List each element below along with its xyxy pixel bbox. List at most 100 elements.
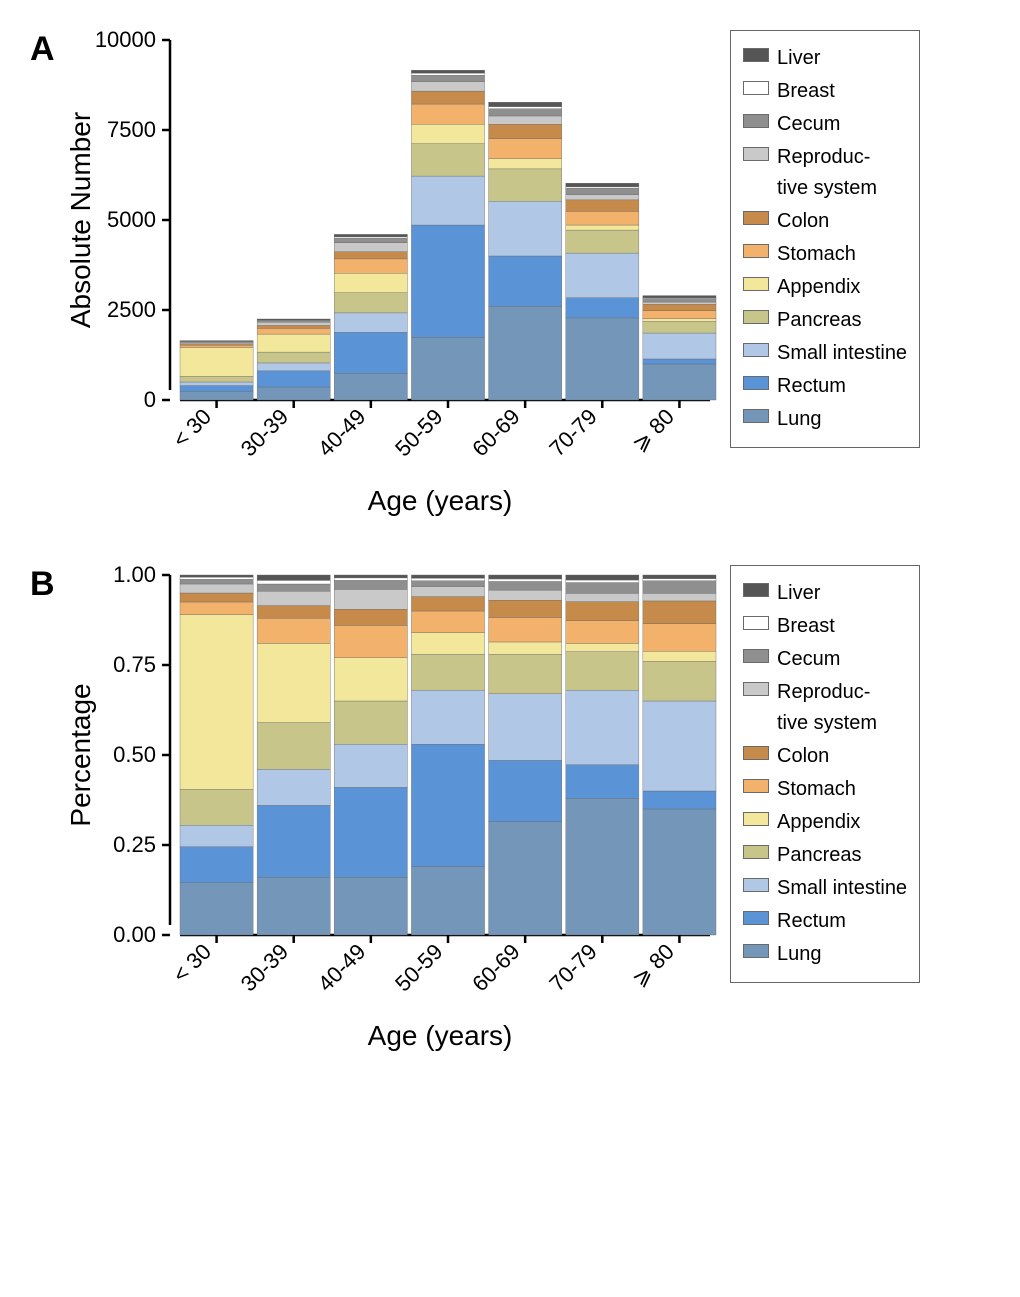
svg-text:Absolute Number: Absolute Number (65, 112, 96, 328)
svg-text:10000: 10000 (95, 27, 156, 52)
legend-item: Reproduc- tive system (743, 677, 907, 739)
legend-item: Rectum (743, 906, 907, 937)
legend-item: Breast (743, 76, 907, 107)
legend-label: Stomach (777, 774, 856, 805)
legend-swatch (743, 616, 769, 630)
legend-label: Pancreas (777, 305, 862, 336)
legend-swatch (743, 779, 769, 793)
legend-item: Reproduc- tive system (743, 142, 907, 204)
svg-text:0.25: 0.25 (113, 832, 156, 857)
svg-text:50-59: 50-59 (390, 404, 447, 461)
svg-text:1.00: 1.00 (113, 562, 156, 587)
chart-a: 025005000750010000Absolute Number< 3030-… (60, 20, 720, 540)
svg-text:60-69: 60-69 (467, 939, 524, 996)
legend-item: Liver (743, 43, 907, 74)
legend-label: Pancreas (777, 840, 862, 871)
legend-label: Appendix (777, 272, 860, 303)
legend-item: Appendix (743, 807, 907, 838)
panel-b-row: B 0.000.250.500.751.00Percentage< 3030-3… (20, 555, 1020, 1080)
legend-label: Reproduc- tive system (777, 142, 877, 204)
svg-text:50-59: 50-59 (390, 939, 447, 996)
legend-item: Appendix (743, 272, 907, 303)
legend-swatch (743, 682, 769, 696)
chart-a-wrap: 025005000750010000Absolute Number< 3030-… (60, 20, 720, 545)
legend-item: Pancreas (743, 840, 907, 871)
svg-text:2500: 2500 (107, 297, 156, 322)
legend-swatch (743, 409, 769, 423)
panel-label-b: B (20, 555, 60, 604)
svg-text:Percentage: Percentage (65, 683, 96, 826)
legend-label: Liver (777, 578, 820, 609)
legend-swatch (743, 944, 769, 958)
legend-label: Rectum (777, 906, 846, 937)
svg-text:< 30: < 30 (168, 404, 216, 452)
legend-a: LiverBreastCecumReproduc- tive systemCol… (730, 30, 920, 448)
legend-item: Stomach (743, 239, 907, 270)
legend-item: Colon (743, 206, 907, 237)
legend-swatch (743, 583, 769, 597)
svg-text:5000: 5000 (107, 207, 156, 232)
legend-label: Rectum (777, 371, 846, 402)
legend-swatch (743, 211, 769, 225)
legend-item: Cecum (743, 644, 907, 675)
legend-label: Breast (777, 76, 835, 107)
legend-label: Small intestine (777, 873, 907, 904)
legend-item: Liver (743, 578, 907, 609)
svg-text:⩾ 80: ⩾ 80 (627, 939, 679, 991)
svg-text:40-49: 40-49 (313, 404, 370, 461)
legend-swatch (743, 244, 769, 258)
legend-swatch (743, 376, 769, 390)
svg-text:70-79: 70-79 (544, 404, 601, 461)
svg-text:70-79: 70-79 (544, 939, 601, 996)
svg-text:60-69: 60-69 (467, 404, 524, 461)
legend-label: Lung (777, 404, 822, 435)
legend-swatch (743, 310, 769, 324)
legend-item: Small intestine (743, 873, 907, 904)
legend-item: Colon (743, 741, 907, 772)
legend-swatch (743, 114, 769, 128)
legend-item: Cecum (743, 109, 907, 140)
legend-swatch (743, 147, 769, 161)
legend-item: Lung (743, 404, 907, 435)
legend-label: Reproduc- tive system (777, 677, 877, 739)
legend-swatch (743, 81, 769, 95)
chart-b: 0.000.250.500.751.00Percentage< 3030-394… (60, 555, 720, 1075)
legend-swatch (743, 746, 769, 760)
legend-item: Stomach (743, 774, 907, 805)
legend-swatch (743, 812, 769, 826)
legend-swatch (743, 878, 769, 892)
legend-label: Cecum (777, 109, 840, 140)
legend-swatch (743, 48, 769, 62)
legend-item: Lung (743, 939, 907, 970)
legend-swatch (743, 911, 769, 925)
legend-label: Small intestine (777, 338, 907, 369)
legend-label: Cecum (777, 644, 840, 675)
legend-label: Lung (777, 939, 822, 970)
legend-swatch (743, 649, 769, 663)
svg-text:⩾ 80: ⩾ 80 (627, 404, 679, 456)
chart-b-wrap: 0.000.250.500.751.00Percentage< 3030-394… (60, 555, 720, 1080)
legend-item: Pancreas (743, 305, 907, 336)
legend-label: Stomach (777, 239, 856, 270)
legend-swatch (743, 343, 769, 357)
svg-text:0.50: 0.50 (113, 742, 156, 767)
legend-label: Breast (777, 611, 835, 642)
svg-text:7500: 7500 (107, 117, 156, 142)
legend-item: Breast (743, 611, 907, 642)
legend-swatch (743, 845, 769, 859)
figure: A 025005000750010000Absolute Number< 303… (20, 20, 1020, 1080)
svg-text:30-39: 30-39 (236, 404, 293, 461)
panel-a-row: A 025005000750010000Absolute Number< 303… (20, 20, 1020, 545)
panel-label-a: A (20, 20, 60, 69)
svg-text:30-39: 30-39 (236, 939, 293, 996)
legend-swatch (743, 277, 769, 291)
legend-b: LiverBreastCecumReproduc- tive systemCol… (730, 565, 920, 983)
legend-item: Rectum (743, 371, 907, 402)
svg-text:Age (years): Age (years) (368, 485, 513, 516)
svg-text:Age (years): Age (years) (368, 1020, 513, 1051)
legend-label: Appendix (777, 807, 860, 838)
legend-label: Colon (777, 741, 829, 772)
legend-label: Colon (777, 206, 829, 237)
svg-text:0.75: 0.75 (113, 652, 156, 677)
svg-text:< 30: < 30 (168, 939, 216, 987)
